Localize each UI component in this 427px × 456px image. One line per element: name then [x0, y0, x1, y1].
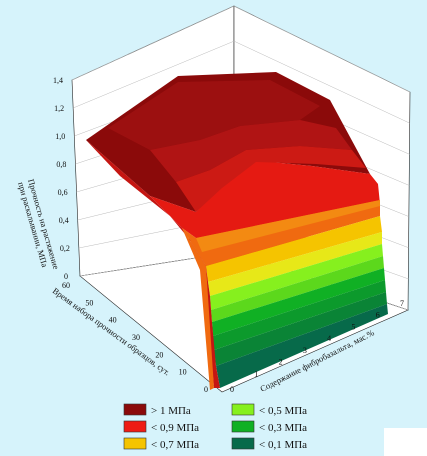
- y-axis-ticks: 0 10 20 30 40 50 60: [62, 281, 208, 394]
- surface-band-red-3: [150, 120, 352, 182]
- z-tick-label: 0,6: [58, 188, 68, 197]
- legend-label: < 0,3 МПа: [259, 422, 307, 434]
- x-tick-label: 6: [376, 311, 380, 320]
- y-tick-label: 50: [85, 298, 93, 307]
- surface-band-green-5: [214, 292, 387, 366]
- legend-swatch: [123, 403, 147, 416]
- surface-band-lt01: [216, 304, 388, 388]
- legend: > 1 МПа < 0,9 МПа < 0,7 МПа < 0,5 МПа < 0,3 …: [123, 403, 307, 451]
- surface-band-lt03: [212, 268, 385, 336]
- z-tick-label: 0,4: [59, 216, 69, 225]
- legend-label: > 1 МПа: [151, 405, 191, 417]
- legend-label: < 0,7 МПа: [151, 439, 199, 451]
- legend-swatch: [231, 403, 255, 416]
- x-tick-label: 5: [351, 322, 355, 331]
- surface-band-green-2: [211, 256, 384, 322]
- x-tick-label: 4: [327, 334, 331, 343]
- x-tick-label: 3: [303, 346, 307, 355]
- surface-band-orange-2: [196, 200, 380, 252]
- y-tick-label: 10: [179, 368, 187, 377]
- y-tick-label: 30: [132, 333, 140, 342]
- z-tick-label: 0,2: [60, 244, 70, 253]
- x-tick-label: 1: [254, 369, 258, 378]
- surface-band-red-2: [108, 80, 320, 150]
- z-tick-label: 0,8: [56, 160, 66, 169]
- legend-swatch: [231, 437, 255, 450]
- surface-band-green-4: [213, 280, 386, 350]
- z-tick-label: 1,0: [55, 132, 65, 141]
- x-tick-label: 7: [400, 299, 404, 308]
- surface: [86, 72, 388, 390]
- blank-corner: [384, 428, 427, 456]
- gridline-z: [73, 40, 410, 124]
- surface-band-red-4: [176, 146, 366, 212]
- surface-band-yellow-2: [208, 232, 382, 296]
- gridline-z: [71, 5, 411, 93]
- surface-band-lt07: [206, 216, 382, 282]
- z-axis-ticks: 0 0,2 0,4 0,6 0,8 1,0 1,2 1,4: [53, 76, 70, 281]
- x-tick-label: 0: [230, 385, 234, 394]
- legend-swatch: [123, 420, 147, 433]
- z-tick-label: 0: [64, 272, 68, 281]
- surface-side-lower: [182, 228, 214, 390]
- x-tick-label: 2: [279, 358, 283, 367]
- z-tick-label: 1,4: [53, 76, 63, 85]
- y-tick-label: 0: [204, 385, 208, 394]
- legend-label: < 0,5 МПа: [259, 405, 307, 417]
- legend-swatch: [231, 420, 255, 433]
- y-tick-label: 20: [155, 350, 163, 359]
- legend-swatch: [123, 437, 147, 450]
- legend-label: < 0,1 МПа: [259, 439, 307, 451]
- z-tick-label: 1,2: [54, 104, 64, 113]
- y-tick-label: 60: [62, 281, 70, 290]
- x-axis-ticks: 0 1 2 3 4 5 6 7: [230, 299, 404, 394]
- y-tick-label: 40: [109, 316, 117, 325]
- legend-label: < 0,9 МПа: [151, 422, 199, 434]
- surface-band-lt05: [210, 244, 383, 310]
